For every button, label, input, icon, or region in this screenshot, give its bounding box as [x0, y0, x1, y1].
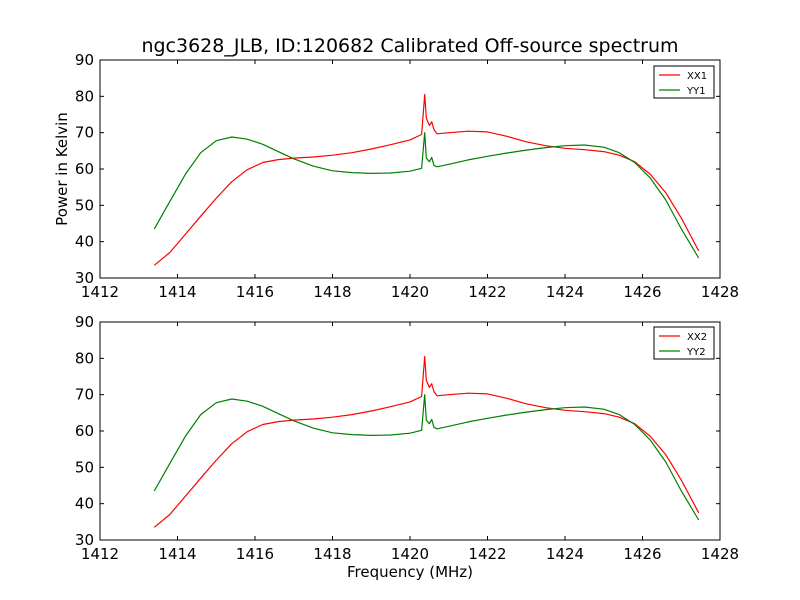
x-tick-label: 1418 — [313, 545, 351, 563]
legend-label-yy1: YY1 — [686, 86, 706, 97]
legend-box — [653, 326, 715, 360]
axes-frame — [99, 59, 721, 279]
x-tick-label: 1420 — [391, 283, 429, 301]
series-line-xx1 — [153, 93, 700, 266]
y-tick-label: 40 — [75, 233, 94, 251]
y-tick-label: 30 — [75, 269, 94, 287]
x-tick-label: 1424 — [546, 545, 584, 563]
legend-label-xx2: XX2 — [687, 332, 707, 343]
series-line-yy1 — [153, 132, 700, 259]
y-tick-label: 90 — [75, 313, 94, 331]
y-tick-label: 30 — [75, 531, 94, 549]
x-tick-label: 1428 — [701, 283, 739, 301]
x-tick-label: 1424 — [546, 283, 584, 301]
y-tick-label: 80 — [75, 87, 94, 105]
x-tick-label: 1414 — [158, 545, 196, 563]
x-tick-label: 1428 — [701, 545, 739, 563]
series-line-xx2 — [153, 355, 700, 528]
x-tick-label: 1418 — [313, 283, 351, 301]
plot-panel-2: 1412 1414 1416 1418 1420 1422 1424 1426 1428 30 40… — [75, 313, 739, 581]
x-tick-label: 1412 — [81, 545, 119, 563]
chart-title: ngc3628_JLB, ID:120682 Calibrated Off-so… — [141, 35, 678, 57]
x-tick-label: 1414 — [158, 283, 196, 301]
y-tick-label: 70 — [75, 124, 94, 142]
y-axis-label: Power in Kelvin — [53, 112, 71, 226]
series-line-yy2 — [153, 394, 700, 521]
x-tick-label: 1426 — [623, 545, 661, 563]
x-tick-label: 1422 — [468, 283, 506, 301]
legend-label-yy2: YY2 — [686, 347, 706, 358]
x-tick-label: 1426 — [623, 283, 661, 301]
axes-frame — [99, 321, 721, 541]
x-tick-label: 1416 — [236, 283, 274, 301]
y-tick-label: 50 — [75, 196, 94, 214]
y-tick-label: 70 — [75, 386, 94, 404]
y-tick-label: 50 — [75, 458, 94, 476]
x-tick-label: 1412 — [81, 283, 119, 301]
y-tick-label: 60 — [75, 160, 94, 178]
legend-box — [653, 65, 715, 99]
legend-label-xx1: XX1 — [687, 71, 707, 82]
x-axis-label: Frequency (MHz) — [347, 563, 473, 581]
x-tick-label: 1420 — [391, 545, 429, 563]
plot-panel-1: 1412 1414 1416 1418 1420 1422 1424 1426 1428 30 40… — [53, 35, 739, 301]
y-tick-label: 80 — [75, 349, 94, 367]
x-tick-label: 1416 — [236, 545, 274, 563]
y-tick-label: 40 — [75, 495, 94, 513]
y-tick-label: 90 — [75, 51, 94, 69]
y-tick-label: 60 — [75, 422, 94, 440]
x-tick-label: 1422 — [468, 545, 506, 563]
